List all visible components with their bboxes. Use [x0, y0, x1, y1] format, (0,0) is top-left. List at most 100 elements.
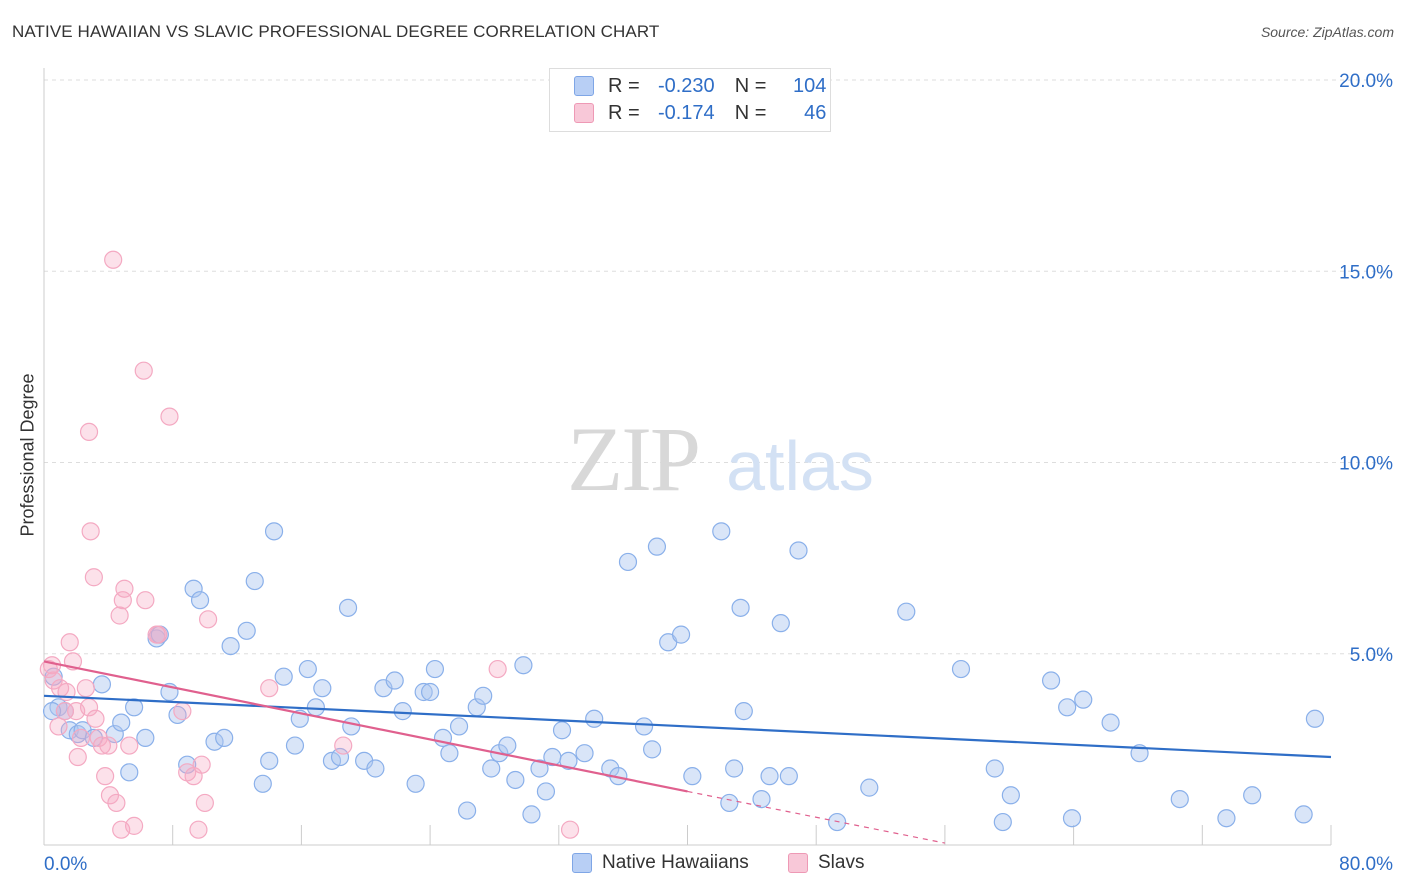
point-native-hawaiians: [1101, 713, 1120, 732]
point-native-hawaiians: [1243, 786, 1262, 805]
point-native-hawaiians: [124, 698, 144, 717]
point-native-hawaiians: [552, 721, 572, 740]
legend-row-native-hawaiians: R = -0.230 N = 104: [574, 73, 826, 99]
point-native-hawaiians: [647, 537, 667, 556]
legend-item-native-hawaiians[interactable]: Native Hawaiians: [572, 852, 749, 874]
source-label: Source: ZipAtlas.com: [1260, 24, 1394, 40]
point-native-hawaiians: [712, 522, 731, 541]
trend-lines: [43, 660, 1332, 844]
point-slavs: [110, 606, 129, 625]
point-native-hawaiians: [425, 659, 445, 679]
point-slavs: [76, 679, 95, 698]
point-slavs: [198, 610, 218, 629]
point-native-hawaiians: [1305, 709, 1325, 728]
r-label: R =: [608, 101, 640, 124]
data-points: [39, 250, 1325, 839]
legend-swatch-blue: [574, 76, 594, 96]
trend-extension-slavs: [687, 790, 946, 844]
point-native-hawaiians: [92, 675, 112, 694]
watermark-atlas: atlas: [726, 427, 874, 505]
r-value: -0.230: [657, 74, 715, 97]
point-native-hawaiians: [285, 736, 305, 755]
point-slavs: [192, 755, 211, 774]
point-native-hawaiians: [993, 812, 1012, 832]
watermark-zip: ZIP: [567, 408, 699, 510]
point-slavs: [134, 361, 153, 380]
tick-labels: 5.0% 10.0% 15.0% 20.0% 0.0% 80.0%: [44, 71, 1393, 875]
point-slavs: [68, 747, 87, 767]
trend-line-native-hawaiians: [43, 694, 1332, 759]
point-native-hawaiians: [274, 667, 293, 686]
point-native-hawaiians: [120, 763, 139, 782]
chart-title: NATIVE HAWAIIAN VS SLAVIC PROFESSIONAL D…: [12, 22, 660, 41]
axes: [43, 68, 1332, 846]
point-native-hawaiians: [406, 774, 425, 793]
point-native-hawaiians: [506, 770, 525, 790]
point-native-hawaiians: [205, 732, 224, 751]
y-tick-label: 20.0%: [1339, 71, 1393, 92]
point-slavs: [99, 736, 118, 755]
legend-label: Slavs: [818, 852, 865, 873]
point-slavs: [173, 702, 192, 721]
correlation-legend: R = -0.230 N = 104 R = -0.174 N = 46: [549, 68, 831, 132]
point-native-hawaiians: [458, 801, 477, 820]
legend-item-slavs[interactable]: Slavs: [788, 852, 864, 874]
point-native-hawaiians: [634, 717, 654, 736]
point-slavs: [81, 522, 100, 541]
point-native-hawaiians: [575, 744, 594, 763]
point-slavs: [86, 709, 105, 728]
point-native-hawaiians: [112, 713, 131, 732]
point-native-hawaiians: [1001, 786, 1020, 805]
point-native-hawaiians: [482, 759, 501, 778]
y-axis-label: Professional Degree: [17, 373, 38, 537]
point-native-hawaiians: [366, 759, 385, 778]
point-slavs: [160, 407, 179, 426]
point-slavs: [124, 816, 144, 835]
point-slavs: [96, 767, 115, 786]
point-native-hawaiians: [860, 778, 879, 797]
r-value: -0.174: [657, 101, 715, 124]
point-native-hawaiians: [1074, 690, 1093, 709]
point-native-hawaiians: [221, 636, 240, 656]
trend-line-slavs: [43, 660, 688, 793]
n-label: N =: [734, 101, 767, 124]
point-native-hawaiians: [514, 656, 533, 675]
point-native-hawaiians: [951, 659, 971, 679]
legend-row-slavs: R = -0.174 N = 46: [574, 100, 826, 126]
point-native-hawaiians: [385, 671, 404, 690]
legend-swatch-pink: [574, 103, 594, 123]
point-slavs: [60, 633, 79, 652]
point-native-hawaiians: [1058, 698, 1077, 717]
point-slavs: [49, 717, 68, 736]
point-slavs: [136, 591, 155, 610]
point-slavs: [120, 736, 139, 755]
point-native-hawaiians: [985, 759, 1004, 778]
point-native-hawaiians: [215, 728, 234, 748]
point-slavs: [115, 579, 134, 598]
point-native-hawaiians: [779, 767, 798, 786]
point-native-hawaiians: [536, 782, 556, 801]
legend-label: Native Hawaiians: [602, 852, 749, 873]
x-tick-label: 80.0%: [1339, 854, 1393, 875]
point-slavs: [260, 679, 279, 698]
y-tick-label: 15.0%: [1339, 262, 1393, 283]
point-slavs: [195, 793, 214, 813]
point-native-hawaiians: [237, 621, 256, 640]
point-native-hawaiians: [338, 598, 358, 617]
point-slavs: [113, 591, 132, 610]
point-slavs: [334, 736, 353, 755]
point-native-hawaiians: [190, 591, 210, 610]
point-native-hawaiians: [264, 522, 284, 541]
point-native-hawaiians: [184, 579, 203, 598]
n-label: N =: [734, 74, 767, 97]
n-value: 104: [793, 74, 827, 97]
watermark: ZIP atlas: [567, 408, 874, 510]
x-tick-label: 0.0%: [44, 854, 87, 875]
point-native-hawaiians: [42, 702, 62, 721]
point-slavs: [560, 820, 580, 839]
point-native-hawaiians: [671, 625, 691, 644]
point-native-hawaiians: [725, 759, 744, 778]
point-native-hawaiians: [683, 767, 702, 786]
legend-swatch-blue: [572, 853, 592, 873]
point-native-hawaiians: [1217, 809, 1236, 828]
